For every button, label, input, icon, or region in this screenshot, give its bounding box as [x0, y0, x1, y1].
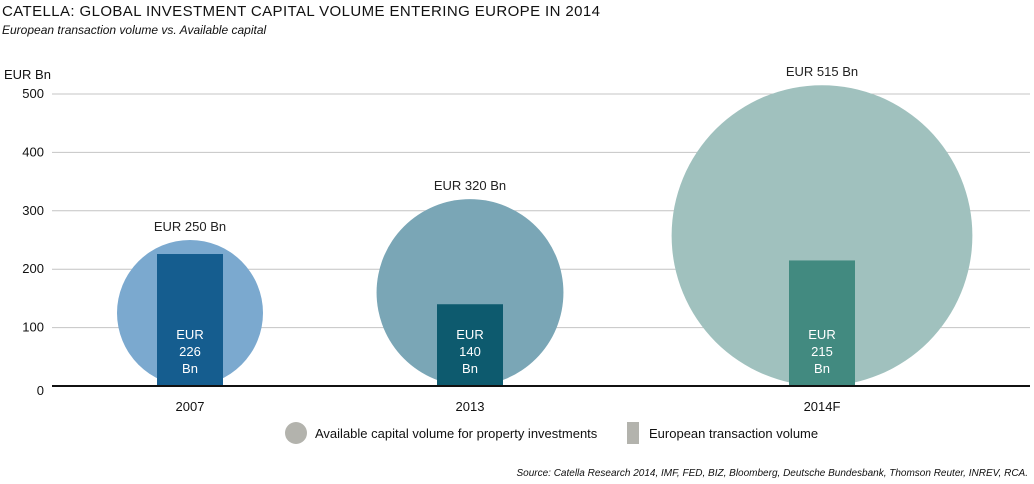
y-tick-label: 500 [22, 86, 44, 101]
transaction-bar [157, 254, 223, 386]
x-category-label: 2013 [456, 399, 485, 414]
legend-item-capital: Available capital volume for property in… [285, 422, 597, 444]
legend-transaction-label: European transaction volume [649, 425, 819, 441]
transaction-value-label: 215 [811, 344, 833, 359]
transaction-value-label: EUR [176, 327, 203, 342]
transaction-value-label: Bn [182, 361, 198, 376]
transaction-value-label: EUR [456, 327, 483, 342]
y-tick-label: 400 [22, 144, 44, 159]
chart-title: CATELLA: GLOBAL INVESTMENT CAPITAL VOLUM… [2, 3, 601, 20]
y-tick-label: 200 [22, 261, 44, 276]
capital-bubble [671, 85, 973, 386]
capital-value-label: EUR 250 Bn [154, 219, 226, 234]
y-tick-label: 100 [22, 320, 44, 335]
transaction-bar [789, 260, 855, 386]
legend-circle-swatch [285, 422, 307, 444]
transaction-value-label: Bn [462, 361, 478, 376]
x-category-label: 2014F [804, 399, 841, 414]
legend-item-transaction: European transaction volume [627, 422, 818, 444]
transaction-value-label: 226 [179, 344, 201, 359]
source-note: Source: Catella Research 2014, IMF, FED,… [516, 468, 1028, 479]
transaction-bar [437, 304, 503, 386]
y-axis-label: EUR Bn [4, 67, 51, 82]
transaction-value-label: Bn [814, 361, 830, 376]
transaction-value-label: 140 [459, 344, 481, 359]
capital-value-label: EUR 320 Bn [434, 178, 506, 193]
y-tick-label: 300 [22, 203, 44, 218]
capital-bubble [376, 199, 564, 386]
legend-capital-label: Available capital volume for property in… [315, 425, 598, 441]
transaction-value-label: EUR [808, 327, 835, 342]
capital-value-label: EUR 515 Bn [786, 64, 858, 79]
legend-bar-swatch [627, 422, 639, 444]
y-tick-label: 0 [37, 383, 44, 398]
x-category-label: 2007 [176, 399, 205, 414]
chart-subtitle: European transaction volume vs. Availabl… [2, 23, 267, 37]
